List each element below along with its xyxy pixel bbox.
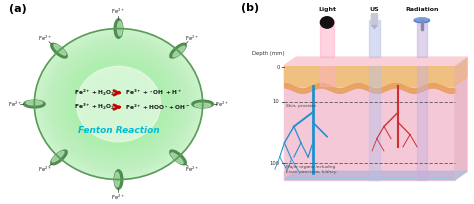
Ellipse shape [114,19,123,38]
Polygon shape [284,65,455,86]
Polygon shape [455,57,467,180]
Text: Fe$^{2+}$: Fe$^{2+}$ [185,34,199,43]
Text: Fe$^{2+}$: Fe$^{2+}$ [111,7,126,16]
Ellipse shape [192,100,213,108]
Text: Fe$^{2+}$: Fe$^{2+}$ [38,165,52,174]
Text: 100: 100 [270,161,280,166]
Text: (b): (b) [240,3,259,13]
Text: Fe$^{2+}$: Fe$^{2+}$ [215,99,229,109]
Text: Fe$^{2+}$: Fe$^{2+}$ [185,165,199,174]
Circle shape [34,29,203,180]
Text: $\mathbf{Fe^{2+}+H_2O_2}$: $\mathbf{Fe^{2+}+H_2O_2}$ [74,88,115,98]
Ellipse shape [118,21,122,36]
Text: Fe$^{2+}$: Fe$^{2+}$ [8,99,22,109]
Text: $\mathbf{Fe^{2+}+HOO\cdot+OH^-}$: $\mathbf{Fe^{2+}+HOO\cdot+OH^-}$ [125,102,191,112]
Ellipse shape [54,44,66,55]
Text: Fenton Reaction: Fenton Reaction [78,126,159,135]
Ellipse shape [51,43,67,58]
Bar [421,20,423,30]
Text: Radiation: Radiation [405,7,438,12]
Polygon shape [455,57,467,86]
Ellipse shape [51,150,67,165]
Text: $\mathbf{Fe^{3+}+ \cdot OH\ +H^+}$: $\mathbf{Fe^{3+}+ \cdot OH\ +H^+}$ [125,88,183,98]
Ellipse shape [414,18,429,23]
Ellipse shape [170,43,186,58]
Polygon shape [372,26,377,29]
Polygon shape [455,57,467,180]
Ellipse shape [26,101,42,105]
Circle shape [320,17,334,28]
Ellipse shape [171,153,183,164]
Polygon shape [284,171,467,180]
Text: Fe$^{2+}$: Fe$^{2+}$ [38,34,52,43]
Ellipse shape [24,100,45,108]
Ellipse shape [415,18,428,21]
Ellipse shape [194,103,211,107]
Text: $\mathbf{Fe^{3+}+H_2O_2}$: $\mathbf{Fe^{3+}+H_2O_2}$ [74,102,115,112]
Polygon shape [284,65,455,180]
Ellipse shape [173,46,185,57]
Text: Skin, prostate: Skin, prostate [285,104,316,108]
Text: Major organs including
Liver, pancreas, kidney: Major organs including Liver, pancreas, … [285,165,336,174]
Text: 0: 0 [276,65,280,70]
Polygon shape [284,171,455,177]
FancyBboxPatch shape [372,14,377,26]
Ellipse shape [114,170,123,189]
Text: Depth (mm): Depth (mm) [252,51,284,55]
Ellipse shape [115,172,119,187]
Text: US: US [370,7,379,12]
Ellipse shape [52,151,64,162]
Circle shape [76,66,161,142]
Polygon shape [284,57,467,65]
Text: Light: Light [318,7,336,12]
Text: Fe$^{2+}$: Fe$^{2+}$ [111,192,126,202]
Text: (a): (a) [9,4,27,14]
Text: 10: 10 [273,100,280,104]
Ellipse shape [170,150,186,165]
